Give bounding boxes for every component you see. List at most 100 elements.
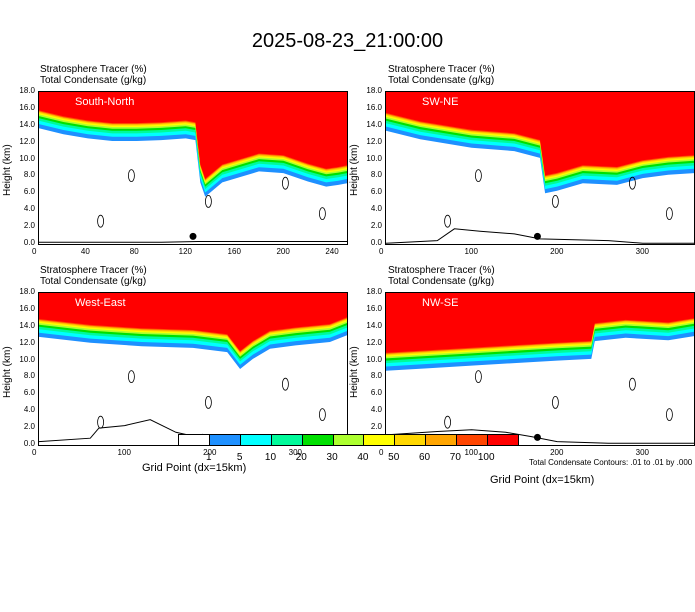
condensate-contour — [204, 396, 212, 409]
colorbar-segment — [239, 435, 271, 445]
condensate-contour — [444, 214, 451, 228]
y-tick-label: 2.0 — [23, 422, 35, 432]
colorbar-label: 70 — [449, 452, 461, 463]
header-tracer: Stratosphere Tracer (%) — [388, 64, 495, 75]
y-tick-label: 0.0 — [370, 238, 382, 247]
condensate-contour — [665, 408, 673, 421]
header-tracer: Stratosphere Tracer (%) — [40, 265, 147, 276]
colorbar-segment — [208, 435, 240, 445]
tracer-band-10 — [386, 92, 694, 176]
y-tick-label: 10.0 — [366, 354, 382, 364]
y-axis-label-3: Height (km) — [2, 346, 13, 398]
x-axis-label-left: Grid Point (dx=15km) — [142, 462, 247, 474]
x-tick-label: 200 — [550, 247, 564, 256]
colorbar-label: 100 — [477, 452, 495, 463]
condensate-contour — [628, 377, 636, 391]
location-marker — [533, 433, 541, 441]
colorbar-segment — [332, 435, 364, 445]
x-tick-label: 0 — [379, 247, 384, 256]
header-tracer: Stratosphere Tracer (%) — [40, 64, 147, 75]
y-tick-label: 10.0 — [19, 153, 35, 163]
tracer-band-10 — [39, 293, 347, 352]
panel-name-label: NW-SE — [422, 297, 458, 309]
header-condensate: Total Condensate (g/kg) — [388, 276, 495, 287]
condensate-contour — [281, 176, 289, 190]
main-title: 2025-08-23_21:00:00 — [251, 30, 444, 52]
y-axis-label-4: Height (km) — [349, 346, 360, 398]
colorbar-segment — [301, 435, 333, 445]
y-tick-label: 12.0 — [366, 337, 382, 347]
y-tick-label: 10.0 — [366, 153, 382, 163]
condensate-contour — [128, 169, 135, 182]
y-axis-label-2: Height (km) — [349, 144, 360, 196]
condensate-contour — [128, 370, 135, 383]
y-tick-label: 0.0 — [23, 439, 35, 448]
y-tick-label: 2.0 — [370, 422, 382, 432]
colorbar-label: 1 — [206, 452, 212, 463]
y-tick-label: 4.0 — [23, 204, 35, 214]
header-condensate: Total Condensate (g/kg) — [40, 276, 147, 287]
y-tick-label: 4.0 — [370, 405, 382, 415]
condensate-contour — [97, 415, 104, 429]
y-tick-label: 8.0 — [370, 170, 382, 180]
header-condensate: Total Condensate (g/kg) — [40, 75, 147, 86]
y-tick-label: 8.0 — [370, 371, 382, 381]
condensate-contour — [204, 195, 212, 208]
plot-sw-ne: SW-NE — [386, 92, 694, 244]
y-tick-label: 6.0 — [23, 187, 35, 197]
x-tick-label: 100 — [117, 448, 131, 457]
y-tick-label: 2.0 — [23, 221, 35, 231]
y-tick-label: 16.0 — [19, 102, 35, 112]
x-tick-label: 240 — [325, 247, 339, 256]
terrain-line — [386, 228, 694, 244]
y-tick-label: 6.0 — [370, 187, 382, 197]
panel-sw-ne: SW-NE — [385, 91, 695, 245]
condensate-contour — [97, 214, 104, 228]
condensate-contour — [475, 370, 482, 383]
colorbar-segment — [363, 435, 395, 445]
condensate-contour — [444, 415, 451, 429]
y-tick-label: 18.0 — [366, 86, 382, 95]
colorbar-label: 20 — [295, 452, 307, 463]
y-tick-label: 10.0 — [19, 354, 35, 364]
colorbar-label: 30 — [326, 452, 338, 463]
x-tick-label: 100 — [464, 448, 478, 457]
x-tick-label: 200 — [276, 247, 290, 256]
y-tick-label: 12.0 — [19, 337, 35, 347]
condensate-contour — [281, 377, 289, 391]
condensate-contour — [551, 396, 559, 409]
contour-note: Total Condensate Contours: .01 to .01 by… — [529, 458, 693, 467]
x-tick-label: 100 — [464, 247, 478, 256]
x-tick-label: 40 — [80, 247, 90, 256]
colorbar-segment — [456, 435, 488, 445]
location-marker — [189, 232, 197, 240]
tracer-band-10 — [386, 293, 694, 353]
y-tick-label: 14.0 — [366, 320, 382, 330]
x-tick-label: 300 — [635, 247, 650, 256]
condensate-contour — [628, 176, 636, 190]
colorbar-segment — [270, 435, 302, 445]
condensate-contour — [551, 195, 559, 208]
panel-header-1: Stratosphere Tracer (%) Total Condensate… — [40, 64, 147, 86]
y-tick-label: 14.0 — [19, 320, 35, 330]
tracer-band-10 — [39, 92, 347, 179]
x-tick-label: 200 — [203, 448, 217, 457]
location-marker — [533, 232, 541, 240]
condensate-contour — [318, 207, 326, 220]
colorbar-label: 50 — [388, 452, 400, 463]
y-tick-label: 16.0 — [366, 102, 382, 112]
y-tick-label: 16.0 — [19, 303, 35, 313]
y-axis-label-1: Height (km) — [2, 144, 13, 196]
y-tick-label: 0.0 — [23, 238, 35, 247]
colorbar — [178, 434, 519, 446]
panel-header-4: Stratosphere Tracer (%) Total Condensate… — [388, 265, 495, 287]
plot-west-east: West-East — [39, 293, 347, 444]
colorbar-label: 40 — [357, 452, 369, 463]
condensate-contour — [475, 169, 482, 182]
y-tick-label: 2.0 — [370, 221, 382, 231]
y-tick-label: 14.0 — [19, 119, 35, 129]
y-tick-label: 16.0 — [366, 303, 382, 313]
x-tick-label: 0 — [379, 448, 384, 457]
condensate-contour — [665, 207, 673, 220]
header-condensate: Total Condensate (g/kg) — [388, 75, 495, 86]
